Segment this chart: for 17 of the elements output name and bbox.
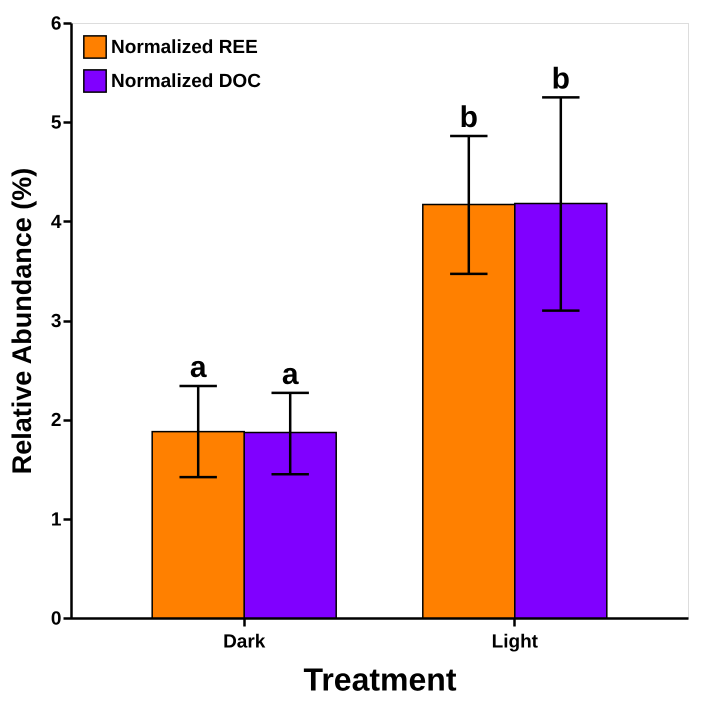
legend-label: Normalized REE (111, 37, 258, 58)
annotation: b (552, 62, 570, 96)
legend-label: Normalized DOC (111, 71, 262, 92)
y-tick-label: 6 (50, 14, 62, 34)
x-tick-label: Dark (223, 632, 266, 652)
y-tick-label: 2 (50, 410, 62, 432)
y-tick-label: 5 (50, 112, 62, 134)
y-tick-label: 0 (50, 608, 62, 630)
x-tick-label: Light (492, 632, 539, 652)
y-tick-label: 1 (50, 509, 62, 530)
annotation: b (460, 101, 478, 134)
annotation: a (282, 358, 299, 391)
y-tick-label: 3 (50, 311, 62, 332)
annotation: a (190, 350, 207, 384)
y-tick-label: 4 (50, 212, 62, 233)
y-axis-title: Relative Abundance (%) (6, 168, 37, 474)
x-axis-title: Treatment (304, 662, 457, 698)
